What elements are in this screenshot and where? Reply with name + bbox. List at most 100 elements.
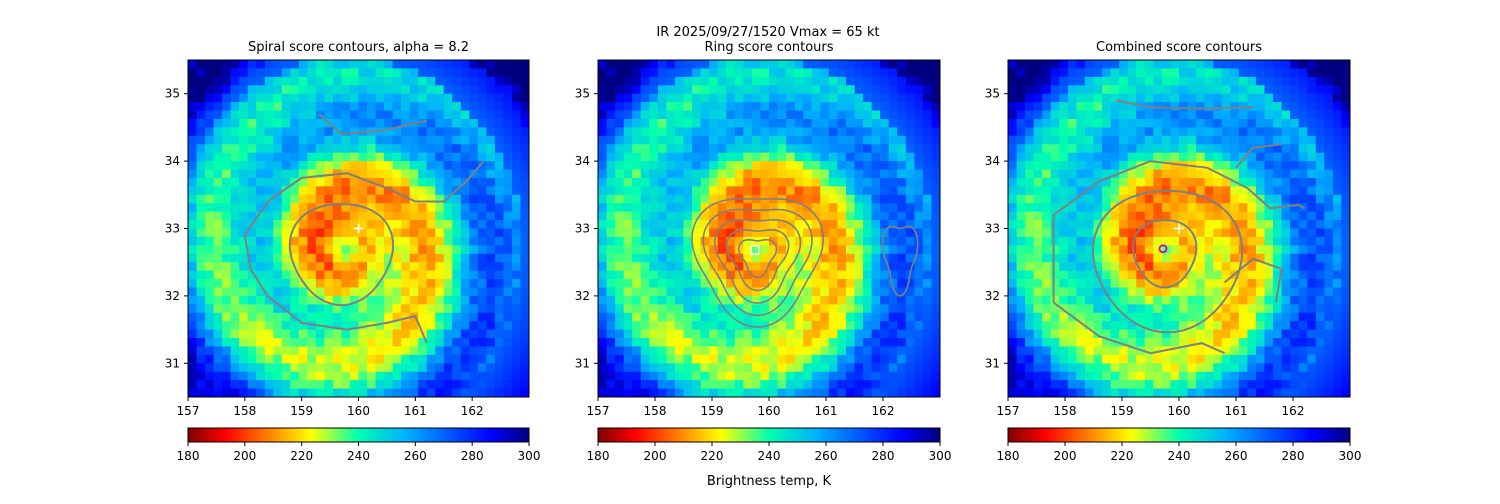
heatmap-cell [632, 354, 642, 364]
heatmap-cell [358, 363, 368, 373]
heatmap-cell [256, 194, 266, 204]
heatmap-cell [1196, 270, 1206, 280]
heatmap-cell [931, 236, 940, 246]
heatmap-cell [1324, 295, 1334, 305]
heatmap-cell [1290, 329, 1300, 339]
heatmap-cell [709, 118, 719, 129]
heatmap-cell [666, 279, 676, 289]
heatmap-cell [1307, 354, 1317, 364]
heatmap-cell [623, 371, 633, 381]
heatmap-cell [290, 102, 300, 112]
heatmap-cell [811, 295, 821, 305]
heatmap-cell [1187, 177, 1197, 187]
heatmap-cell [803, 236, 813, 246]
heatmap-cell [803, 110, 813, 120]
heatmap-cell [418, 76, 428, 86]
heatmap-cell [640, 93, 650, 103]
heatmap-cell [709, 220, 719, 230]
heatmap-cell [460, 380, 470, 390]
heatmap-cell [1050, 194, 1060, 204]
heatmap-cell [477, 135, 487, 145]
heatmap-cell [367, 338, 377, 348]
heatmap-cell [435, 177, 445, 187]
heatmap-cell [777, 287, 787, 297]
heatmap-cell [435, 211, 445, 221]
heatmap-cell [324, 102, 334, 112]
heatmap-cell [375, 371, 385, 381]
heatmap-cell [332, 110, 343, 120]
heatmap-cell [828, 262, 838, 272]
heatmap-cell [1144, 186, 1154, 196]
heatmap-cell [520, 329, 529, 339]
heatmap-cell [222, 253, 232, 263]
heatmap-cell [256, 186, 266, 196]
heatmap-cell [820, 253, 830, 263]
heatmap-cell [674, 211, 685, 221]
heatmap-cell [700, 236, 710, 246]
heatmap-cell [1341, 295, 1350, 305]
heatmap-cell [222, 161, 232, 171]
heatmap-cell [452, 60, 462, 70]
heatmap-cell [298, 177, 308, 187]
heatmap-cell [324, 211, 334, 221]
heatmap-cell [1315, 245, 1325, 255]
heatmap-cell [820, 118, 830, 129]
heatmap-cell [205, 380, 215, 390]
heatmap-cell [1315, 312, 1325, 322]
heatmap-cell [1025, 211, 1035, 221]
heatmap-cell [1161, 60, 1172, 70]
heatmap-cell [1341, 68, 1350, 78]
heatmap-cell [1161, 93, 1172, 103]
heatmap-cell [1341, 321, 1350, 331]
heatmap-cell [1247, 152, 1257, 162]
heatmap-cell [1204, 321, 1214, 331]
heatmap-cell [1170, 321, 1180, 331]
heatmap-cell [401, 262, 411, 272]
heatmap-cell [717, 270, 727, 280]
heatmap-cell [315, 177, 326, 187]
heatmap-cell [188, 102, 198, 112]
heatmap-cell [401, 295, 411, 305]
heatmap-cell [349, 203, 360, 213]
heatmap-cell [349, 287, 360, 297]
heatmap-cell [837, 295, 847, 305]
heatmap-cell [332, 388, 343, 397]
heatmap-cell [375, 194, 385, 204]
heatmap-cell [367, 380, 377, 390]
heatmap-cell [794, 295, 804, 305]
heatmap-cell [734, 228, 744, 238]
heatmap-cell [435, 279, 445, 289]
heatmap-cell [1315, 110, 1325, 120]
heatmap-cell [290, 380, 300, 390]
heatmap-cell [820, 346, 830, 356]
heatmap-cell [273, 371, 283, 381]
heatmap-cell [820, 211, 830, 221]
heatmap-cell [845, 211, 856, 221]
heatmap-cell [1050, 76, 1060, 86]
heatmap-cell [1187, 76, 1197, 86]
heatmap-cell [188, 363, 198, 373]
heatmap-cell [1324, 236, 1334, 246]
heatmap-cell [717, 371, 727, 381]
heatmap-cell [1247, 346, 1257, 356]
heatmap-cell [811, 118, 821, 129]
heatmap-cell [794, 85, 804, 95]
heatmap-cell [1110, 245, 1120, 255]
heatmap-cell [358, 304, 368, 314]
heatmap-cell [1084, 236, 1095, 246]
heatmap-cell [205, 186, 215, 196]
heatmap-cell [256, 321, 266, 331]
heatmap-cell [606, 127, 616, 137]
heatmap-cell [1187, 102, 1197, 112]
heatmap-cell [897, 287, 907, 297]
heatmap-cell [273, 211, 283, 221]
heatmap-cell [794, 346, 804, 356]
heatmap-cell [854, 228, 864, 238]
heatmap-cell [820, 110, 830, 120]
heatmap-cell [760, 380, 770, 390]
heatmap-cell [1161, 220, 1172, 230]
heatmap-cell [332, 346, 343, 356]
heatmap-cell [811, 93, 821, 103]
heatmap-cell [615, 144, 625, 154]
heatmap-cell [503, 135, 513, 145]
